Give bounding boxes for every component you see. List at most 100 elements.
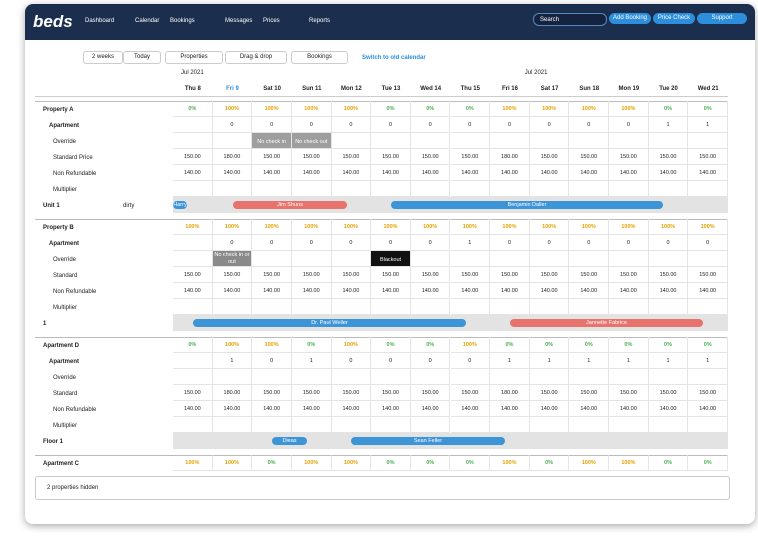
occupancy: 100% (331, 219, 372, 235)
booking[interactable]: Harry (173, 201, 187, 209)
price (291, 299, 332, 315)
toolbar-button[interactable]: Properties (165, 51, 223, 64)
unit-name[interactable]: 1 (43, 321, 47, 327)
room-name[interactable]: Apartment (49, 241, 80, 247)
unit-name[interactable]: Unit 1 (43, 203, 60, 209)
override (490, 133, 530, 149)
booking[interactable]: Dieas (272, 437, 307, 445)
toolbar-button[interactable]: Drag & drop (225, 51, 287, 64)
price: 140.00 (331, 283, 372, 299)
price (609, 181, 649, 197)
room-name[interactable]: Apartment (49, 123, 80, 129)
header-button[interactable]: Price Check (653, 13, 695, 24)
nav-item[interactable]: Reports (309, 18, 331, 24)
override: Blackout (371, 251, 411, 267)
override (252, 251, 292, 267)
nav-item[interactable]: Calendar (135, 18, 160, 24)
day-header: Fri 9 (226, 86, 239, 92)
day-header: Mon 19 (618, 86, 640, 92)
room-name[interactable]: Apartment (49, 359, 80, 365)
price: 140.00 (688, 401, 728, 417)
occupancy: 0% (371, 337, 411, 353)
booking[interactable]: Jannette Fabrice (510, 319, 703, 327)
booking[interactable]: Benjamin Daller (391, 201, 663, 209)
occupancy: 100% (212, 455, 253, 471)
unit-name[interactable]: Floor 1 (43, 439, 64, 445)
override (291, 369, 332, 385)
property-name[interactable]: Property B (43, 225, 74, 231)
search-placeholder: Search (540, 17, 560, 23)
header-button[interactable]: Support (697, 13, 747, 24)
price: 140.00 (173, 283, 213, 299)
occupancy: 0% (410, 337, 451, 353)
logo[interactable]: beds (33, 12, 73, 31)
property-name[interactable]: Apartment C (43, 461, 80, 467)
price (450, 181, 491, 197)
occupancy: 100% (688, 219, 728, 235)
booking[interactable]: Sean Feller (351, 437, 505, 445)
price: 140.00 (529, 283, 570, 299)
price (410, 417, 451, 433)
occupancy: 100% (331, 455, 372, 471)
nav-item[interactable]: Dashboard (85, 18, 115, 24)
nav-item[interactable]: Prices (263, 18, 280, 24)
price: 150.00 (291, 267, 332, 283)
month-label: Jul 2021 (524, 70, 548, 76)
availability: 1 (450, 235, 491, 251)
price (569, 417, 610, 433)
footer-frame (35, 476, 730, 500)
occupancy: 0% (173, 337, 213, 353)
price: 150.00 (648, 149, 689, 165)
unit-status[interactable]: dirty (123, 203, 135, 209)
toolbar-button[interactable]: Bookings (291, 51, 348, 64)
availability: 0 (252, 117, 292, 133)
price (609, 299, 649, 315)
occupancy: 100% (252, 101, 292, 117)
row-label: Standard (53, 391, 78, 397)
divider (35, 96, 728, 97)
price: 150.00 (291, 149, 332, 165)
availability: 0 (252, 353, 292, 369)
price (212, 299, 253, 315)
price: 150.00 (688, 149, 728, 165)
occupancy: 100% (609, 219, 649, 235)
toolbar-button[interactable]: Today (123, 51, 161, 64)
price: 140.00 (648, 165, 689, 181)
price: 140.00 (450, 401, 491, 417)
property-frame (35, 101, 728, 102)
availability: 1 (490, 353, 530, 369)
price: 180.00 (212, 385, 253, 401)
search-box[interactable]: Search (533, 13, 607, 26)
availability: 1 (648, 117, 689, 133)
property-name[interactable]: Property A (43, 107, 74, 113)
price: 140.00 (212, 283, 253, 299)
price: 150.00 (450, 267, 491, 283)
availability: 1 (648, 353, 689, 369)
price: 150.00 (212, 267, 253, 283)
occupancy: 100% (371, 219, 411, 235)
price: 140.00 (609, 401, 649, 417)
price: 150.00 (331, 149, 372, 165)
override (569, 133, 610, 149)
property-name[interactable]: Apartment D (43, 343, 80, 349)
toolbar-button[interactable]: 2 weeks (83, 51, 123, 64)
hidden-note[interactable]: 2 properties hidden (47, 485, 99, 491)
switch-link[interactable]: Switch to old calendar (362, 55, 426, 61)
occupancy: 100% (291, 101, 332, 117)
price: 140.00 (173, 165, 213, 181)
header-button[interactable]: Add Booking (609, 13, 651, 24)
availability: 0 (450, 117, 491, 133)
occupancy: 0% (490, 337, 530, 353)
occupancy: 100% (490, 455, 530, 471)
booking[interactable]: Jim Shuns (233, 201, 347, 209)
price: 140.00 (569, 401, 610, 417)
booking[interactable]: Dr. Paul Weller (193, 319, 466, 327)
occupancy: 0% (410, 101, 451, 117)
price (173, 181, 213, 197)
price: 140.00 (291, 165, 332, 181)
price: 150.00 (569, 149, 610, 165)
nav-item[interactable]: Messages (225, 18, 253, 24)
override (450, 369, 491, 385)
nav-item[interactable]: Bookings (170, 18, 195, 24)
availability: 1 (212, 353, 253, 369)
